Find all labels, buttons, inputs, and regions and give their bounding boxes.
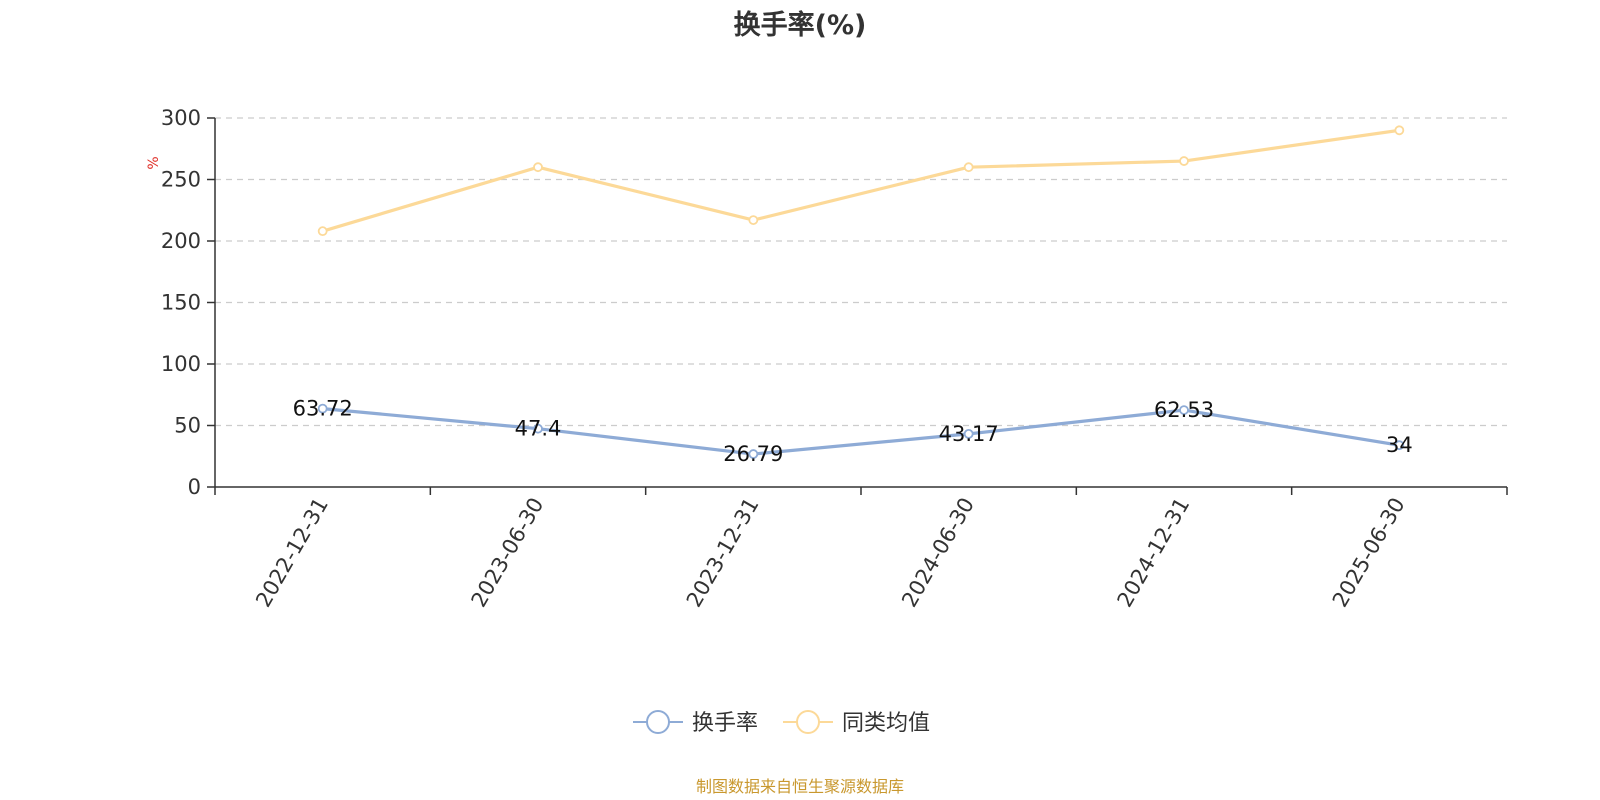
series-layer (317, 125, 1405, 459)
data-label: 26.79 (723, 442, 783, 466)
data-point (533, 162, 543, 173)
legend: 换手率 同类均值 (633, 710, 930, 736)
legend-label: 换手率 (692, 711, 758, 736)
data-point (317, 226, 328, 237)
data-point (1179, 156, 1189, 166)
legend-marker (796, 710, 820, 734)
data-point (963, 429, 974, 439)
x-tick-label: 2024-06-30 (897, 494, 979, 612)
y-tick-label: 250 (161, 168, 201, 192)
y-tick-label: 100 (161, 352, 201, 376)
x-tick-label: 2023-12-31 (682, 494, 764, 612)
data-label: 62.53 (1154, 398, 1214, 422)
data-labels: 63.72 47.4 26.79 43.17 62.53 34 (293, 397, 1413, 466)
data-point (317, 403, 328, 414)
data-point (1394, 125, 1405, 136)
series-line (322, 128, 1400, 233)
data-label: 63.72 (293, 397, 353, 421)
y-tick-label: 200 (161, 229, 201, 253)
x-tick-label: 2023-06-30 (467, 494, 549, 612)
chart-title: 换手率(%) (734, 9, 867, 41)
data-point (1394, 440, 1405, 451)
y-tick-label: 50 (174, 414, 201, 438)
legend-marker (646, 710, 670, 734)
data-point (748, 449, 759, 459)
y-axis-unit-label: % (146, 156, 162, 169)
data-point (963, 162, 974, 173)
legend-label: 同类均值 (842, 711, 930, 736)
data-label: 43.17 (939, 422, 999, 446)
data-point (1179, 405, 1189, 415)
x-tick-label: 2024-12-31 (1113, 494, 1195, 612)
x-tick-label: 2025-06-30 (1328, 494, 1410, 612)
y-tick-label: 300 (161, 106, 201, 130)
data-point (533, 423, 543, 434)
series-line (322, 407, 1400, 456)
y-tick-label: 0 (188, 475, 201, 499)
data-label: 34 (1386, 433, 1413, 457)
data-label: 47.4 (515, 417, 562, 441)
data-point (748, 215, 759, 225)
gridlines (215, 117, 1507, 427)
y-tick-label: 150 (161, 291, 201, 315)
x-tick-label: 2022-12-31 (251, 494, 333, 612)
axes: 0 50 100 150 200 250 300 2022-12-31 2023-06-30 20… (161, 106, 1508, 612)
source-note: 制图数据来自恒生聚源数据库 (696, 777, 904, 796)
